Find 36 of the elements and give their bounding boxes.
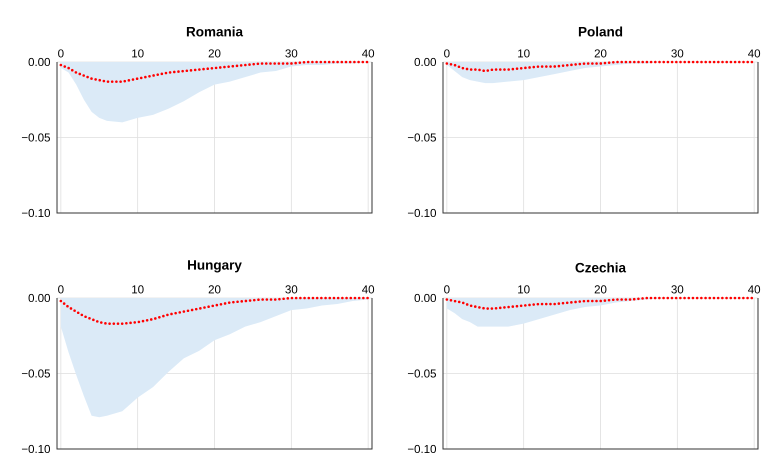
chart-title: Romania [186,26,244,36]
x-tick-label: 30 [285,49,298,58]
x-tick-label: 10 [518,49,530,58]
x-tick-label: 10 [518,285,530,294]
x-tick-label: 0 [58,49,64,58]
x-tick-label: 40 [362,49,374,58]
x-tick-label: 10 [132,49,144,58]
y-tick-label: −0.10 [408,208,436,218]
x-tick-label: 40 [362,285,374,294]
x-tick-label: 10 [132,285,144,294]
x-tick-label: 20 [208,285,220,294]
x-tick-label: 0 [58,285,64,294]
y-tick-label: −0.10 [22,208,50,218]
chart-title: Czechia [576,262,626,272]
y-tick-label: −0.05 [408,369,436,378]
x-tick-label: 30 [671,285,684,294]
y-tick-label: −0.05 [408,133,436,142]
y-tick-label: 0.00 [28,58,50,66]
x-tick-label: 20 [208,49,220,58]
x-tick-label: 30 [671,49,684,58]
y-tick-label: −0.05 [22,133,50,142]
y-tick-label: −0.05 [22,369,50,378]
y-tick-label: −0.10 [22,444,50,454]
x-tick-label: 30 [285,285,298,294]
x-tick-label: 40 [748,285,760,294]
y-tick-label: 0.00 [28,294,50,302]
chart-title: Poland [578,26,622,36]
y-tick-label: 0.00 [414,58,436,66]
x-tick-label: 0 [444,49,450,58]
x-tick-label: 20 [594,49,606,58]
x-tick-label: 40 [748,49,760,58]
x-tick-label: 20 [594,285,606,294]
y-tick-label: −0.10 [408,444,436,454]
chart-title: Hungary [188,260,242,272]
x-tick-label: 0 [444,285,450,294]
y-tick-label: 0.00 [414,294,436,302]
